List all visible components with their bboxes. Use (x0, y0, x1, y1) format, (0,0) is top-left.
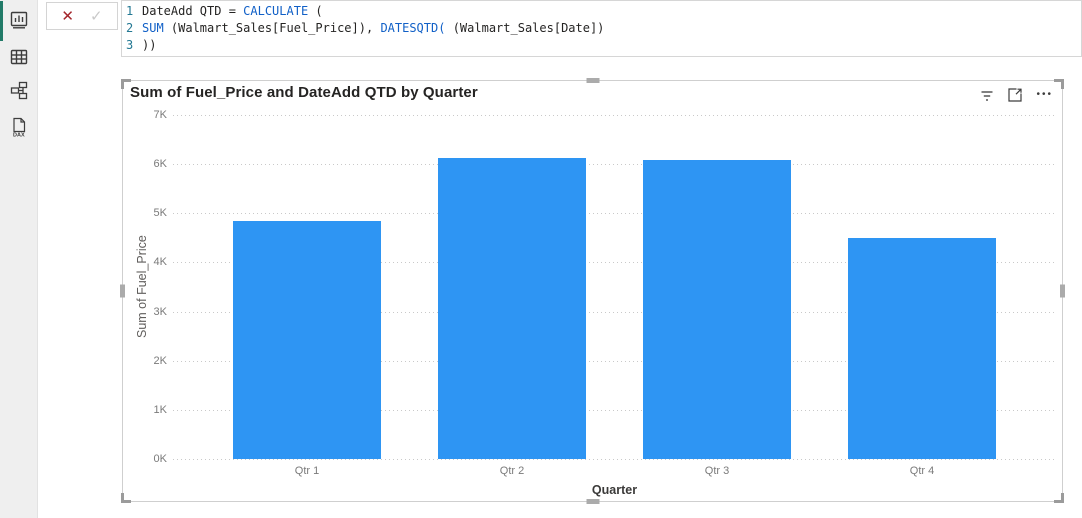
dax-query-view-icon: DAX (9, 116, 29, 138)
code-token: (Walmart_Sales[Date]) (445, 21, 605, 35)
y-tick-label: 0K (153, 453, 167, 465)
visual-title: Sum of Fuel_Price and DateAdd QTD by Qua… (130, 84, 478, 101)
y-tick-label: 5K (153, 207, 167, 220)
table-view-icon (9, 48, 29, 66)
code-line: 3)) (122, 37, 1081, 54)
x-category-label: Qtr 3 (704, 465, 730, 477)
y-tick-label: 1K (153, 403, 167, 416)
resize-handle-bottom-right[interactable] (1054, 493, 1064, 503)
resize-handle-top-left[interactable] (121, 79, 131, 89)
y-tick-label: 3K (153, 305, 167, 318)
bar-qtr-3[interactable] (643, 160, 791, 459)
gridline (173, 409, 1056, 411)
gridline (173, 360, 1056, 362)
resize-handle-bottom-left[interactable] (121, 493, 131, 503)
code-token: DATESQTD( (380, 21, 446, 35)
model-view-icon (9, 81, 29, 101)
y-tick-label: 6K (153, 158, 167, 171)
code-token: (Walmart_Sales[Fuel_Price]), (163, 21, 381, 35)
x-axis-labels: Qtr 1 Qtr 2 Qtr 3 Qtr 4 (173, 465, 1056, 477)
resize-handle-bottom[interactable] (586, 499, 599, 504)
resize-handle-right[interactable] (1060, 284, 1065, 298)
x-category-label: Qtr 4 (909, 465, 935, 477)
y-tick-label: 7K (153, 109, 167, 121)
sidebar-item-model-view[interactable] (0, 72, 38, 110)
gridline (173, 164, 1056, 166)
gridline (173, 459, 1056, 460)
sidebar-item-report-view[interactable] (0, 1, 38, 41)
resize-handle-top[interactable] (586, 78, 599, 83)
line-number: 3 (126, 38, 134, 52)
view-sidebar: DAX (0, 0, 38, 518)
resize-handle-left[interactable] (120, 284, 125, 298)
line-number: 1 (126, 4, 134, 18)
gridline (173, 213, 1056, 215)
code-line: 2 SUM (Walmart_Sales[Fuel_Price]), DATESQ… (122, 20, 1081, 37)
x-category-label: Qtr 1 (294, 465, 320, 477)
filter-icon[interactable] (980, 89, 994, 102)
formula-lines: 1 DateAdd QTD = CALCULATE (2 SUM (Walmart_… (122, 3, 1081, 54)
y-tick-label: 4K (153, 256, 167, 269)
x-axis-title: Quarter (591, 483, 638, 497)
cancel-formula-icon[interactable]: ✕ (61, 7, 74, 25)
more-options-icon[interactable]: ••• (1036, 89, 1053, 100)
sidebar-item-table-view[interactable] (0, 38, 38, 76)
code-token: CALCULATE (243, 4, 309, 18)
sidebar-item-dax-query-view[interactable]: DAX (0, 108, 38, 146)
gridline (173, 115, 1056, 116)
y-tick-label: 2K (153, 354, 167, 367)
code-token: ( (308, 4, 323, 18)
gridline (173, 311, 1056, 313)
bar-qtr-4[interactable] (848, 237, 996, 459)
dax-formula-editor[interactable]: 1 DateAdd QTD = CALCULATE (2 SUM (Walmart_… (121, 0, 1082, 57)
bar-chart-visual[interactable]: Sum of Fuel_Price and DateAdd QTD by Qua… (120, 78, 1065, 504)
gridline (173, 262, 1056, 264)
line-number: 2 (126, 21, 134, 35)
bar-qtr-2[interactable] (438, 158, 586, 459)
code-line: 1 DateAdd QTD = CALCULATE ( (122, 3, 1081, 20)
code-token: DateAdd QTD = (142, 4, 244, 18)
bars-container (173, 115, 1056, 459)
visual-header-icons: ••• (980, 88, 1053, 102)
formula-commit-cancel-group: ✕ ✓ (46, 2, 118, 30)
focus-mode-icon[interactable] (1008, 88, 1023, 102)
plot-area: 0K 1K 2K 3K 4K 5K 6K 7K (154, 109, 1056, 465)
resize-handle-top-right[interactable] (1054, 79, 1064, 89)
dax-icon-text: DAX (13, 133, 25, 139)
bar-qtr-1[interactable] (233, 220, 381, 459)
commit-formula-icon[interactable]: ✓ (90, 7, 103, 25)
report-view-icon (9, 11, 29, 29)
code-token: )) (142, 38, 157, 52)
code-token: SUM (142, 21, 164, 35)
x-category-label: Qtr 2 (499, 465, 525, 477)
